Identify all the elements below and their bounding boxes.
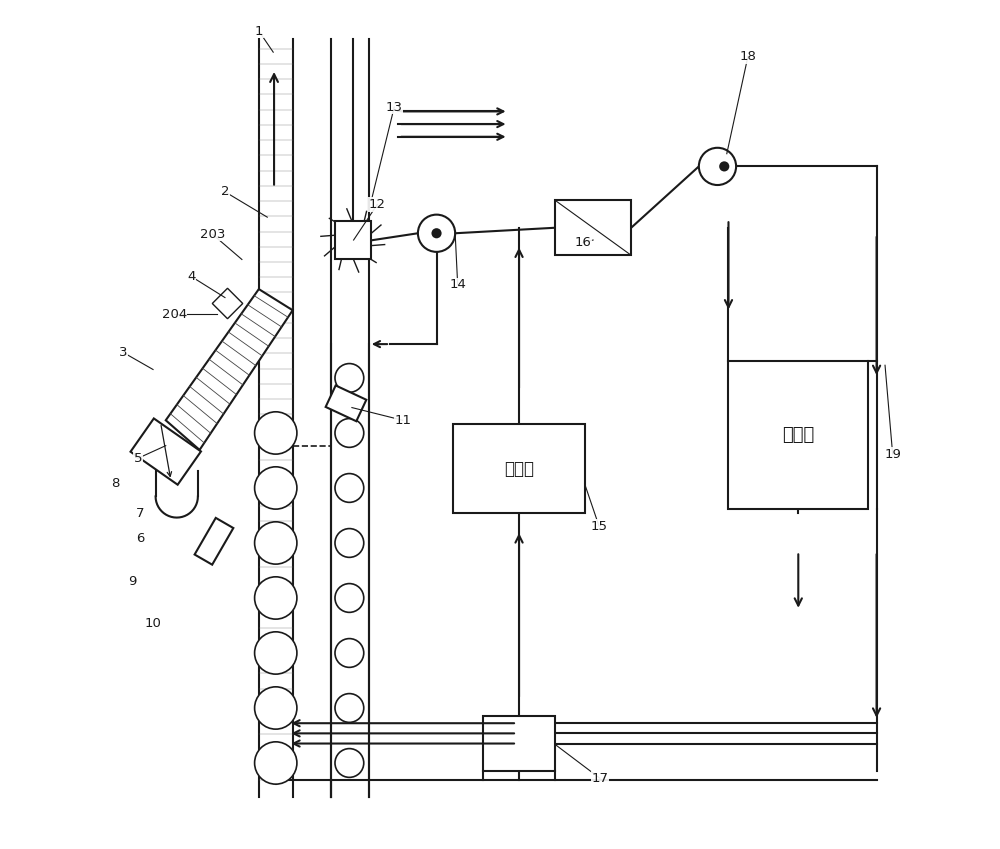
Text: 4: 4 xyxy=(187,270,195,283)
Text: 11: 11 xyxy=(394,413,411,427)
Circle shape xyxy=(431,228,442,239)
Polygon shape xyxy=(212,289,243,318)
Circle shape xyxy=(335,419,364,447)
Text: 7: 7 xyxy=(136,507,145,520)
Bar xyxy=(555,200,631,256)
Text: 19: 19 xyxy=(884,447,901,461)
Text: 8: 8 xyxy=(111,477,119,490)
Bar xyxy=(483,717,555,772)
Bar xyxy=(728,361,868,509)
Circle shape xyxy=(255,467,297,509)
Circle shape xyxy=(335,749,364,778)
Circle shape xyxy=(255,522,297,564)
Circle shape xyxy=(335,583,364,612)
Circle shape xyxy=(255,576,297,619)
Text: 12: 12 xyxy=(369,198,386,211)
Text: 15: 15 xyxy=(591,520,608,532)
Circle shape xyxy=(335,694,364,722)
Circle shape xyxy=(255,412,297,454)
Text: 10: 10 xyxy=(145,617,161,630)
Text: 204: 204 xyxy=(162,308,187,321)
Text: 1: 1 xyxy=(255,25,263,37)
Text: 17: 17 xyxy=(591,772,608,784)
Text: 16: 16 xyxy=(574,236,591,249)
Polygon shape xyxy=(195,518,233,565)
Text: 2: 2 xyxy=(221,185,229,199)
Bar xyxy=(453,424,585,514)
Circle shape xyxy=(335,529,364,557)
Text: 3: 3 xyxy=(119,346,128,359)
Text: 13: 13 xyxy=(386,101,403,114)
Text: 散热器: 散热器 xyxy=(782,426,814,444)
Circle shape xyxy=(719,161,729,171)
Circle shape xyxy=(255,687,297,729)
Circle shape xyxy=(335,474,364,503)
Circle shape xyxy=(255,632,297,674)
Circle shape xyxy=(255,742,297,784)
Text: 6: 6 xyxy=(136,532,145,545)
Polygon shape xyxy=(131,419,201,485)
Circle shape xyxy=(418,215,455,252)
Text: 18: 18 xyxy=(740,50,756,63)
Circle shape xyxy=(335,638,364,667)
Text: 14: 14 xyxy=(449,278,466,291)
Text: 9: 9 xyxy=(128,575,136,588)
Text: 5: 5 xyxy=(134,452,142,465)
Text: 203: 203 xyxy=(200,228,225,240)
Polygon shape xyxy=(166,290,293,450)
Bar xyxy=(335,222,371,260)
Text: 甲醇炉: 甲醇炉 xyxy=(504,460,534,478)
Circle shape xyxy=(335,363,364,392)
Circle shape xyxy=(699,148,736,185)
Polygon shape xyxy=(326,385,366,421)
